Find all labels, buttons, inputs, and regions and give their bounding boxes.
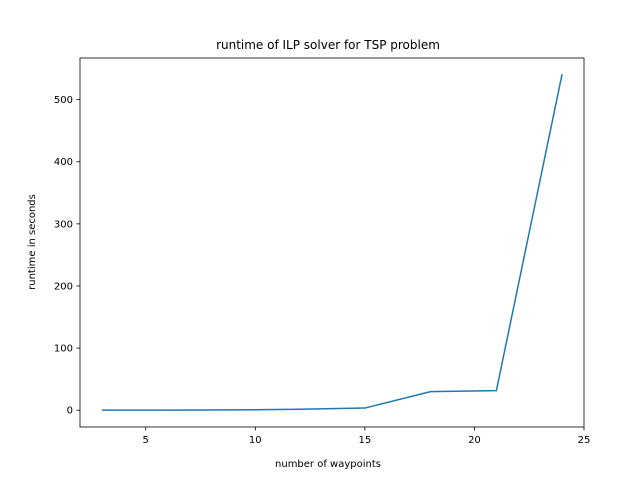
x-tick-label-25: 25 (578, 435, 591, 446)
x-tick-label-10: 10 (249, 435, 262, 446)
plot-frame (79, 57, 585, 428)
y-axis-label: runtime in seconds (27, 194, 38, 290)
y-tick-label-100: 100 (54, 344, 73, 355)
y-tick-label-300: 300 (54, 219, 73, 230)
plot-area: 5 10 15 20 25 0 100 200 300 400 500 (54, 57, 591, 446)
x-tick-label-20: 20 (468, 435, 481, 446)
x-tick-label-15: 15 (359, 435, 372, 446)
y-tick-label-200: 200 (54, 281, 73, 292)
y-tick-label-400: 400 (54, 157, 73, 168)
y-tick-label-500: 500 (54, 95, 73, 106)
chart-title: runtime of ILP solver for TSP problem (216, 38, 440, 52)
series-line-0 (101, 73, 563, 411)
y-tick-label-0: 0 (67, 406, 73, 417)
x-tick-label-5: 5 (143, 435, 149, 446)
x-axis-label: number of waypoints (275, 459, 381, 470)
